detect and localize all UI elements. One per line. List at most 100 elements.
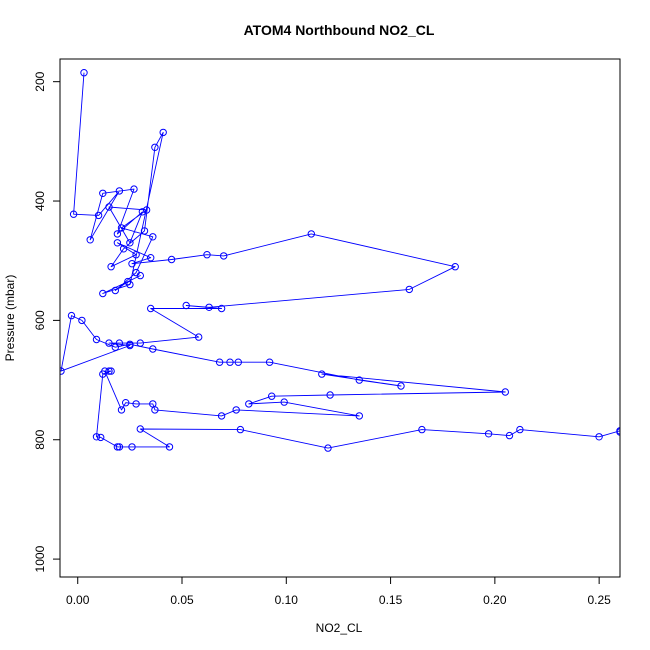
data-point <box>234 358 243 366</box>
data-point <box>113 230 122 238</box>
data-point <box>203 251 211 259</box>
data-point <box>117 224 126 232</box>
data-point <box>151 143 159 152</box>
data-point <box>215 358 224 366</box>
data-point <box>405 285 413 294</box>
data-point <box>324 444 332 452</box>
data-point <box>115 339 124 347</box>
data-point <box>86 236 94 244</box>
data-point <box>326 391 334 399</box>
data-point <box>136 339 145 347</box>
data-point <box>105 367 113 375</box>
series-layer <box>60 69 620 452</box>
data-point <box>99 189 107 198</box>
data-point <box>268 392 276 400</box>
data-point <box>149 233 157 241</box>
x-tick-label: 0.05 <box>170 593 194 607</box>
data-point <box>105 203 113 211</box>
y-tick-label: 400 <box>33 191 47 211</box>
data-point <box>92 335 101 344</box>
data-point <box>265 358 274 366</box>
data-point <box>92 433 101 441</box>
data-point <box>107 263 115 271</box>
data-point <box>217 304 226 313</box>
data-point <box>113 443 122 451</box>
data-point <box>501 388 509 396</box>
series-line <box>60 72 620 449</box>
data-point <box>69 210 78 218</box>
data-point <box>220 252 228 260</box>
data-point <box>132 400 140 408</box>
data-point <box>138 208 147 216</box>
chart-title: ATOM4 Northbound NO2_CL <box>244 22 435 38</box>
data-point <box>236 425 245 434</box>
data-point <box>130 185 138 193</box>
data-point <box>107 367 115 375</box>
data-point <box>159 128 167 137</box>
data-point <box>111 286 120 295</box>
y-tick-label: 800 <box>33 429 47 449</box>
data-point <box>451 263 459 271</box>
x-tick-label: 0.10 <box>275 593 299 607</box>
data-point <box>94 211 103 220</box>
data-point <box>182 301 190 310</box>
data-point <box>167 255 176 264</box>
y-tick-label: 1000 <box>33 545 47 572</box>
data-point <box>126 340 134 348</box>
data-point <box>195 333 203 341</box>
data-point <box>165 443 174 451</box>
data-point <box>318 370 326 378</box>
data-point <box>307 230 315 238</box>
y-axis-label: Pressure (mbar) <box>3 275 17 362</box>
y-axis: 200 400 600 800 1000 <box>33 71 61 572</box>
x-tick-label: 0.00 <box>66 593 90 607</box>
data-point <box>115 187 124 195</box>
x-tick-label: 0.25 <box>587 593 611 607</box>
data-point <box>505 431 514 440</box>
data-point <box>60 367 65 375</box>
data-point <box>232 406 240 414</box>
data-point <box>355 412 363 420</box>
data-point <box>128 443 136 451</box>
data-point <box>105 339 113 347</box>
data-point <box>132 251 140 259</box>
data-point <box>142 206 151 214</box>
y-tick-label: 600 <box>33 310 47 330</box>
data-point <box>113 239 122 247</box>
data-point <box>140 227 149 235</box>
data-point <box>147 254 155 262</box>
data-point <box>78 316 86 325</box>
data-point <box>245 400 253 408</box>
data-point <box>99 370 107 378</box>
data-point <box>147 304 155 313</box>
data-point <box>280 398 288 406</box>
y-tick-label: 200 <box>33 71 47 91</box>
data-point <box>226 358 234 366</box>
data-point <box>97 433 105 442</box>
data-point <box>149 345 157 353</box>
x-tick-label: 0.20 <box>483 593 507 607</box>
data-point <box>217 412 226 420</box>
data-point <box>80 69 88 77</box>
data-point <box>115 443 124 451</box>
data-point <box>119 245 128 253</box>
data-point <box>136 271 145 280</box>
data-point <box>117 406 126 414</box>
data-point <box>126 280 134 289</box>
data-point <box>122 399 130 407</box>
x-axis-label: NO2_CL <box>316 621 363 635</box>
data-point <box>397 382 405 390</box>
x-axis: 0.00 0.05 0.10 0.15 0.20 0.25 <box>66 576 611 607</box>
data-point <box>205 303 213 311</box>
data-point <box>111 343 120 351</box>
data-point <box>355 376 363 384</box>
data-point <box>149 400 157 408</box>
data-point <box>516 425 524 434</box>
data-point <box>484 430 493 438</box>
data-point <box>99 289 107 298</box>
data-point <box>418 425 426 434</box>
data-point <box>128 260 136 268</box>
x-tick-label: 0.15 <box>379 593 403 607</box>
